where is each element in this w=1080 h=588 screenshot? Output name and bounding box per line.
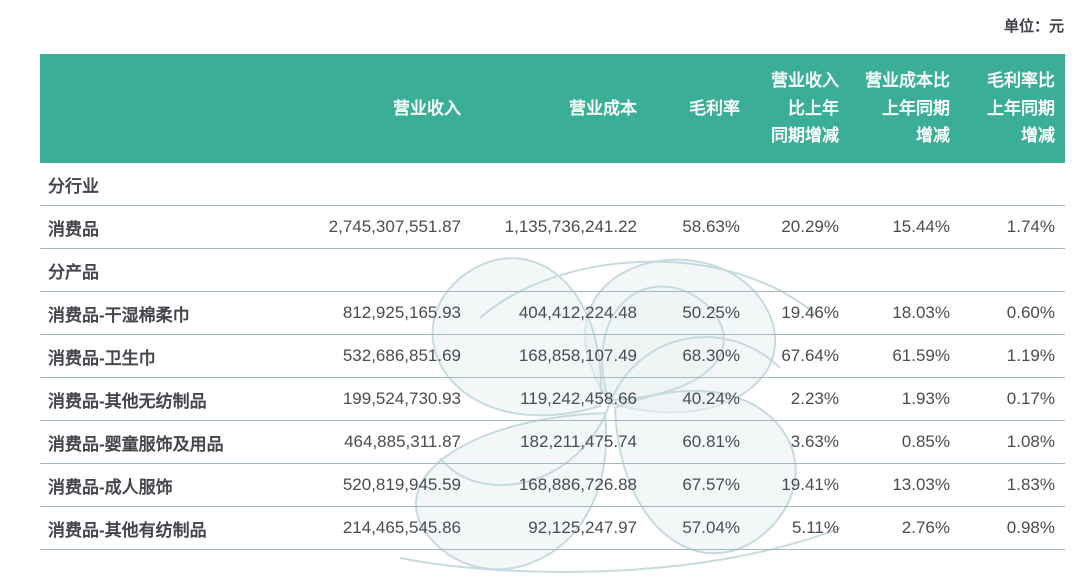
cost-yoy-cell: 1.93% (849, 377, 960, 421)
table-row-baby-apparel: 消费品-婴童服饰及用品 464,885,311.87 182,211,475.7… (40, 420, 1065, 464)
revenue-yoy-cell: 3.63% (750, 420, 849, 464)
table-header: 营业收入 营业成本 毛利率 营业收入 比上年 同期增减 营业成本比 上年同期 增… (40, 54, 1065, 163)
empty-cell (849, 163, 960, 206)
empty-cell (647, 248, 750, 292)
cost-yoy-cell: 61.59% (849, 334, 960, 378)
cost-cell: 404,412,224.48 (471, 291, 647, 335)
revenue-yoy-cell: 5.11% (750, 506, 849, 550)
revenue-cell: 812,925,165.93 (260, 291, 471, 335)
revenue-yoy-cell: 20.29% (750, 205, 849, 249)
cost-cell: 168,858,107.49 (471, 334, 647, 378)
margin-yoy-cell: 1.08% (960, 420, 1065, 464)
table-row-consumer-goods: 消费品 2,745,307,551.87 1,135,736,241.22 58… (40, 205, 1065, 249)
revenue-cell: 199,524,730.93 (260, 377, 471, 421)
cost-cell: 168,886,726.88 (471, 463, 647, 507)
revenue-cell: 464,885,311.87 (260, 420, 471, 464)
section-row-by-product: 分产品 (40, 248, 1065, 292)
empty-cell (960, 248, 1065, 292)
header-revenue-yoy-cell: 营业收入 比上年 同期增减 (750, 54, 849, 163)
cost-cell: 119,242,458.66 (471, 377, 647, 421)
gross-margin-cell: 67.57% (647, 463, 750, 507)
gross-margin-cell: 68.30% (647, 334, 750, 378)
empty-cell (849, 248, 960, 292)
empty-cell (260, 163, 471, 206)
revenue-cell: 532,686,851.69 (260, 334, 471, 378)
cost-yoy-cell: 0.85% (849, 420, 960, 464)
table-row-adult-apparel: 消费品-成人服饰 520,819,945.59 168,886,726.88 6… (40, 463, 1065, 507)
cost-cell: 1,135,736,241.22 (471, 205, 647, 249)
table-header-row: 营业收入 营业成本 毛利率 营业收入 比上年 同期增减 营业成本比 上年同期 增… (40, 54, 1065, 163)
revenue-yoy-cell: 19.41% (750, 463, 849, 507)
revenue-cell: 214,465,545.86 (260, 506, 471, 550)
row-name-cell: 消费品 (40, 205, 260, 249)
margin-yoy-cell: 0.98% (960, 506, 1065, 550)
gross-margin-cell: 60.81% (647, 420, 750, 464)
revenue-yoy-cell: 67.64% (750, 334, 849, 378)
cost-yoy-cell: 18.03% (849, 291, 960, 335)
margin-yoy-cell: 0.60% (960, 291, 1065, 335)
margin-yoy-cell: 0.17% (960, 377, 1065, 421)
empty-cell (471, 248, 647, 292)
revenue-yoy-cell: 2.23% (750, 377, 849, 421)
gross-margin-cell: 58.63% (647, 205, 750, 249)
section-label: 分产品 (40, 248, 260, 292)
empty-cell (960, 163, 1065, 206)
revenue-yoy-cell: 19.46% (750, 291, 849, 335)
empty-cell (750, 248, 849, 292)
empty-cell (260, 248, 471, 292)
cost-yoy-cell: 2.76% (849, 506, 960, 550)
empty-cell (750, 163, 849, 206)
section-row-by-industry: 分行业 (40, 163, 1065, 206)
gross-margin-cell: 57.04% (647, 506, 750, 550)
row-name-cell: 消费品-婴童服饰及用品 (40, 420, 260, 464)
header-revenue-cell: 营业收入 (260, 54, 471, 163)
header-category-cell (40, 54, 260, 163)
unit-label: 单位：元 (1003, 18, 1064, 35)
table-row-other-nonwoven: 消费品-其他无纺制品 199,524,730.93 119,242,458.66… (40, 377, 1065, 421)
section-label: 分行业 (40, 163, 260, 206)
financial-breakdown-table: 营业收入 营业成本 毛利率 营业收入 比上年 同期增减 营业成本比 上年同期 增… (40, 54, 1065, 550)
header-cost-yoy-cell: 营业成本比 上年同期 增减 (849, 54, 960, 163)
cost-cell: 182,211,475.74 (471, 420, 647, 464)
row-name-cell: 消费品-成人服饰 (40, 463, 260, 507)
table-row-sanitary-napkin: 消费品-卫生巾 532,686,851.69 168,858,107.49 68… (40, 334, 1065, 378)
row-name-cell: 消费品-其他有纺制品 (40, 506, 260, 550)
revenue-cell: 2,745,307,551.87 (260, 205, 471, 249)
row-name-cell: 消费品-其他无纺制品 (40, 377, 260, 421)
margin-yoy-cell: 1.83% (960, 463, 1065, 507)
table-row-cotton-tissue: 消费品-干湿棉柔巾 812,925,165.93 404,412,224.48 … (40, 291, 1065, 335)
header-gross-margin-cell: 毛利率 (647, 54, 750, 163)
margin-yoy-cell: 1.19% (960, 334, 1065, 378)
revenue-cell: 520,819,945.59 (260, 463, 471, 507)
empty-cell (647, 163, 750, 206)
row-name-cell: 消费品-卫生巾 (40, 334, 260, 378)
cost-yoy-cell: 13.03% (849, 463, 960, 507)
gross-margin-cell: 50.25% (647, 291, 750, 335)
margin-yoy-cell: 1.74% (960, 205, 1065, 249)
table-row-other-woven: 消费品-其他有纺制品 214,465,545.86 92,125,247.97 … (40, 506, 1065, 550)
cost-yoy-cell: 15.44% (849, 205, 960, 249)
table-body: 分行业 消费品 2,745,307,551.87 1,135,736,241.2… (40, 163, 1065, 550)
cost-cell: 92,125,247.97 (471, 506, 647, 550)
header-margin-yoy-cell: 毛利率比 上年同期 增减 (960, 54, 1065, 163)
gross-margin-cell: 40.24% (647, 377, 750, 421)
row-name-cell: 消费品-干湿棉柔巾 (40, 291, 260, 335)
empty-cell (471, 163, 647, 206)
header-cost-cell: 营业成本 (471, 54, 647, 163)
